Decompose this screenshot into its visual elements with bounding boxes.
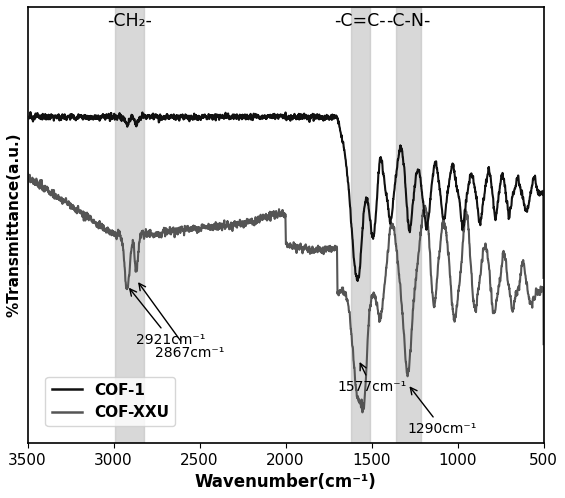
COF-XXU <box>272 213 279 219</box>
Text: -C-N-: -C-N- <box>386 11 431 30</box>
Text: 1577cm⁻¹: 1577cm⁻¹ <box>337 364 406 394</box>
COF-1 <box>230 112 237 118</box>
Text: -CH₂-: -CH₂- <box>107 11 153 30</box>
COF-1 <box>27 109 34 115</box>
COF-1 <box>195 113 202 119</box>
X-axis label: Wavenumber(cm⁻¹): Wavenumber(cm⁻¹) <box>195 473 376 491</box>
COF-1 <box>354 278 361 284</box>
COF-XXU <box>195 226 202 232</box>
COF-XXU <box>359 409 366 415</box>
Bar <box>115 7 145 443</box>
Text: 1290cm⁻¹: 1290cm⁻¹ <box>408 387 477 436</box>
Bar <box>351 7 370 443</box>
COF-XXU <box>24 261 31 267</box>
COF-XXU <box>540 341 547 347</box>
COF-1 <box>272 114 279 120</box>
COF-XXU <box>230 224 237 230</box>
COF-1 <box>127 115 134 121</box>
COF-1 <box>540 275 547 281</box>
COF-1 <box>517 186 524 192</box>
Line: COF-XXU: COF-XXU <box>28 173 544 412</box>
Text: -C=C-: -C=C- <box>334 11 385 30</box>
Text: 2921cm⁻¹: 2921cm⁻¹ <box>130 289 205 347</box>
Y-axis label: %Transmittance(a.u.): %Transmittance(a.u.) <box>7 132 22 317</box>
COF-1 <box>337 130 344 136</box>
COF-XXU <box>337 287 344 293</box>
COF-1 <box>24 223 31 229</box>
COF-XXU <box>24 170 31 176</box>
COF-XXU <box>127 254 134 260</box>
Text: 2867cm⁻¹: 2867cm⁻¹ <box>139 283 224 360</box>
COF-XXU <box>517 270 524 276</box>
Line: COF-1: COF-1 <box>28 112 544 281</box>
Legend: COF-1, COF-XXU: COF-1, COF-XXU <box>45 376 176 426</box>
Bar <box>396 7 421 443</box>
